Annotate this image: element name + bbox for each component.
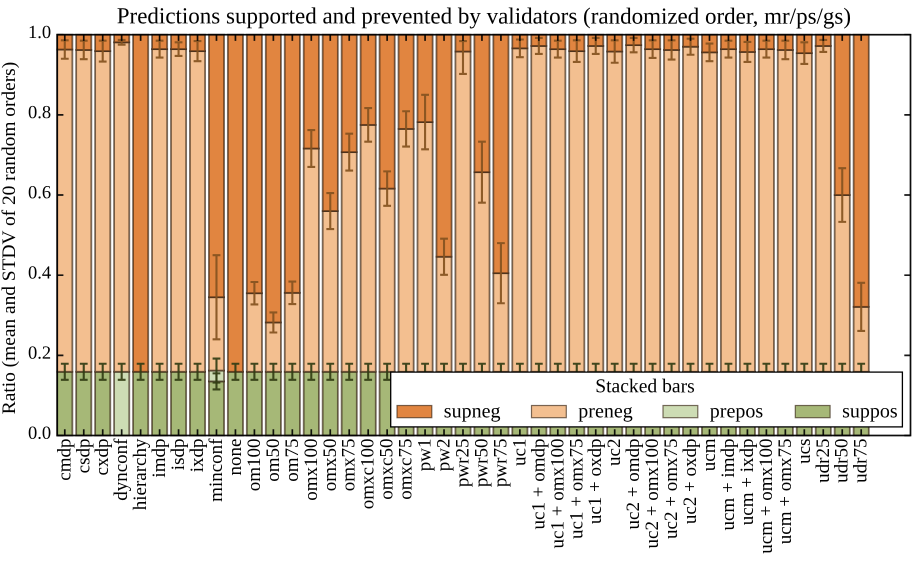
svg-text:minconf: minconf xyxy=(206,438,227,502)
svg-text:uc1 + omdp: uc1 + omdp xyxy=(528,439,549,530)
svg-text:om75: om75 xyxy=(282,439,303,482)
svg-text:uc2: uc2 xyxy=(604,439,625,466)
svg-text:uc2 + oxdp: uc2 + oxdp xyxy=(680,439,701,525)
svg-text:csdp: csdp xyxy=(73,439,94,474)
svg-text:Ratio (mean and STDV of 20 ran: Ratio (mean and STDV of 20 random orders… xyxy=(0,62,20,414)
svg-text:0.6: 0.6 xyxy=(28,183,51,203)
svg-text:hierarchy: hierarchy xyxy=(130,438,151,510)
svg-text:omxc100: omxc100 xyxy=(358,439,379,510)
svg-text:cmdp: cmdp xyxy=(54,439,75,481)
svg-text:om50: om50 xyxy=(263,439,284,482)
svg-text:0.2: 0.2 xyxy=(28,344,51,364)
svg-text:0.4: 0.4 xyxy=(28,263,51,283)
svg-text:ixdp: ixdp xyxy=(187,439,208,473)
svg-text:preneg: preneg xyxy=(578,400,632,422)
svg-text:none: none xyxy=(225,439,246,476)
svg-text:Stacked bars: Stacked bars xyxy=(595,376,695,397)
svg-text:ucm + omx75: ucm + omx75 xyxy=(775,439,796,545)
svg-text:prepos: prepos xyxy=(710,400,764,422)
svg-text:omx75: omx75 xyxy=(339,439,360,492)
svg-text:supneg: supneg xyxy=(444,400,501,422)
svg-text:1.0: 1.0 xyxy=(28,23,51,43)
svg-text:uc2 + omx75: uc2 + omx75 xyxy=(661,439,682,539)
svg-text:uc1 + oxdp: uc1 + oxdp xyxy=(585,439,606,525)
svg-text:udr25: udr25 xyxy=(813,439,834,483)
svg-text:ucm: ucm xyxy=(699,438,720,471)
svg-text:ucm + ixdp: ucm + ixdp xyxy=(737,439,758,526)
svg-text:udr50: udr50 xyxy=(832,439,853,483)
svg-text:isdp: isdp xyxy=(168,439,189,471)
svg-text:ucm + imdp: ucm + imdp xyxy=(718,439,739,531)
svg-text:0.8: 0.8 xyxy=(28,103,51,123)
svg-text:cxdp: cxdp xyxy=(92,439,113,476)
svg-text:udr75: udr75 xyxy=(851,439,872,483)
svg-text:omx50: omx50 xyxy=(320,439,341,492)
svg-text:0.0: 0.0 xyxy=(28,424,51,444)
svg-text:uc1 + omx75: uc1 + omx75 xyxy=(566,439,587,539)
svg-text:uc1: uc1 xyxy=(509,439,530,466)
svg-text:omxc75: omxc75 xyxy=(396,439,417,500)
svg-text:uc2 + omdp: uc2 + omdp xyxy=(623,439,644,530)
svg-text:ucs: ucs xyxy=(794,439,815,464)
svg-text:suppos: suppos xyxy=(842,400,898,422)
svg-text:imdp: imdp xyxy=(149,439,170,478)
svg-text:pw1: pw1 xyxy=(415,439,436,472)
svg-text:uc1 + omx100: uc1 + omx100 xyxy=(547,439,568,549)
svg-text:pwr50: pwr50 xyxy=(471,439,492,488)
svg-text:uc2 + omx100: uc2 + omx100 xyxy=(642,439,663,549)
svg-text:omx100: omx100 xyxy=(301,439,322,501)
svg-text:pwr75: pwr75 xyxy=(490,439,511,488)
svg-text:ucm + omx100: ucm + omx100 xyxy=(756,439,777,554)
svg-text:omxc50: omxc50 xyxy=(377,439,398,500)
svg-text:dynconf: dynconf xyxy=(111,438,132,501)
svg-text:om100: om100 xyxy=(244,439,265,492)
svg-text:Predictions supported and prev: Predictions supported and prevented by v… xyxy=(117,3,851,28)
svg-text:pwr25: pwr25 xyxy=(452,439,473,488)
svg-text:pw2: pw2 xyxy=(434,439,455,472)
